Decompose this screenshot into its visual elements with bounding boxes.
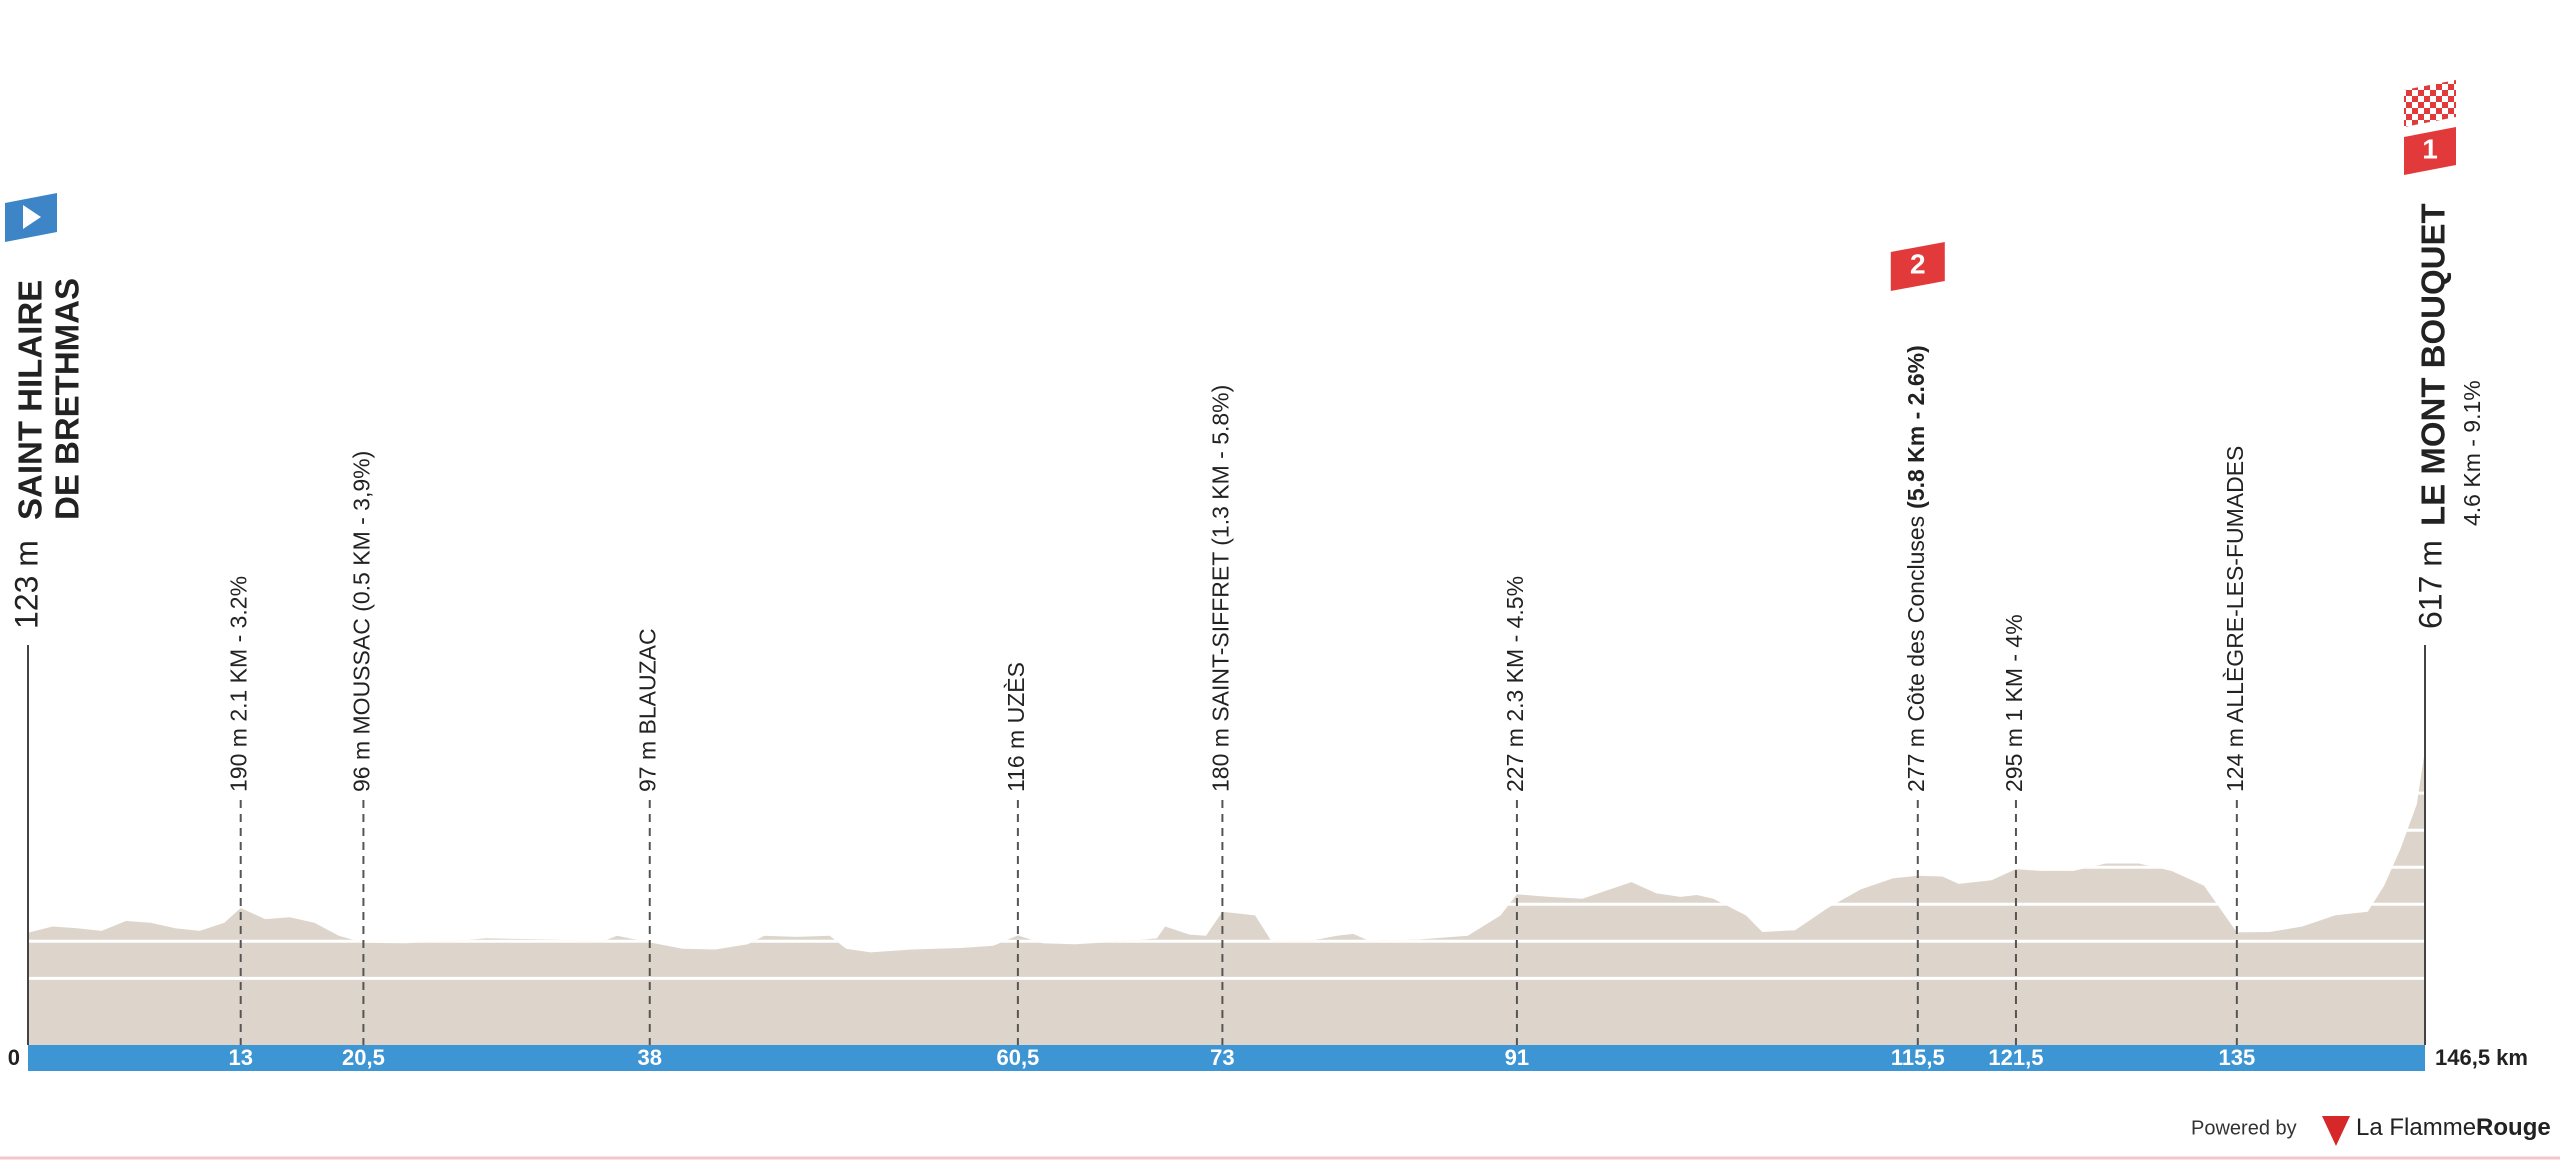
finish-altitude: 617 m	[2412, 540, 2448, 629]
waypoint-text: 96 m MOUSSAC (0.5 KM - 3,9%)	[348, 451, 374, 792]
x-tick-label: 121,5	[1988, 1045, 2043, 1070]
waypoint-text: 295 m 1 KM - 4%	[2001, 614, 2027, 792]
start-icon	[23, 205, 41, 229]
waypoint-label: 277 m Côte des Concluses (5.8 Km - 2.6%)	[1903, 345, 1929, 792]
brand-bold: Rouge	[2476, 1114, 2551, 1141]
powered-by: Powered by	[2191, 1117, 2297, 1139]
waypoint-label: 190 m 2.1 KM - 3.2%	[226, 576, 252, 792]
x-tick-label: 135	[2218, 1045, 2255, 1070]
distance-bar	[28, 1045, 2425, 1071]
category-label: 1	[2422, 133, 2438, 164]
finish-name: LE MONT BOUQUET	[2415, 203, 2452, 526]
waypoint-text: 227 m 2.3 KM - 4.5%	[1502, 576, 1528, 792]
waypoint-label: 97 m BLAUZAC	[635, 628, 661, 792]
x-tick-label: 115,5	[1891, 1045, 1945, 1070]
x-tick-label: 73	[1210, 1045, 1234, 1070]
category-label: 2	[1910, 248, 1926, 279]
x-tick-label: 0	[8, 1045, 20, 1070]
waypoint-text: 277 m Côte des Concluses	[1903, 516, 1929, 792]
waypoint-label: 96 m MOUSSAC (0.5 KM - 3,9%)	[348, 451, 374, 792]
x-tick-label: 13	[228, 1045, 252, 1070]
waypoint-text: 124 m ALLÈGRE-LES-FUMADES	[2222, 446, 2248, 792]
x-tick-label: 38	[638, 1045, 662, 1070]
waypoint-label: 295 m 1 KM - 4%	[2001, 614, 2027, 792]
waypoint-label: 180 m SAINT-SIFFRET (1.3 KM - 5.8%)	[1207, 385, 1233, 792]
waypoint-bold: (5.8 Km - 2.6%)	[1903, 345, 1929, 509]
brand-name: La Flamme	[2356, 1114, 2476, 1141]
x-tick-label: 20,5	[342, 1045, 385, 1070]
waypoint-text: 97 m BLAUZAC	[635, 628, 661, 792]
brand-logo	[2322, 1116, 2350, 1146]
waypoint-text: 190 m 2.1 KM - 3.2%	[226, 576, 252, 792]
waypoint-label: 124 m ALLÈGRE-LES-FUMADES	[2222, 446, 2248, 792]
category-flag	[1890, 242, 1945, 291]
start-name: SAINT HILAIRE	[12, 280, 49, 520]
start-name: DE BRETHMAS	[49, 278, 86, 520]
finish-climb: 4.6 Km - 9.1%	[2459, 380, 2485, 526]
brand: La FlammeRouge	[2356, 1114, 2551, 1141]
waypoint-label: 227 m 2.3 KM - 4.5%	[1502, 576, 1528, 792]
elevation-area	[28, 749, 2425, 1045]
waypoint-text: 116 m UZÈS	[1003, 662, 1029, 792]
x-tick-label: 146,5 km	[2435, 1045, 2528, 1070]
x-tick-label: 91	[1505, 1045, 1529, 1070]
start-altitude: 123 m	[8, 540, 44, 629]
category-flag	[2404, 127, 2456, 175]
waypoint-label: 116 m UZÈS	[1003, 662, 1029, 792]
x-tick-label: 60,5	[996, 1045, 1039, 1070]
finish-flag	[2404, 80, 2456, 127]
waypoint-text: 180 m SAINT-SIFFRET (1.3 KM - 5.8%)	[1207, 385, 1233, 792]
